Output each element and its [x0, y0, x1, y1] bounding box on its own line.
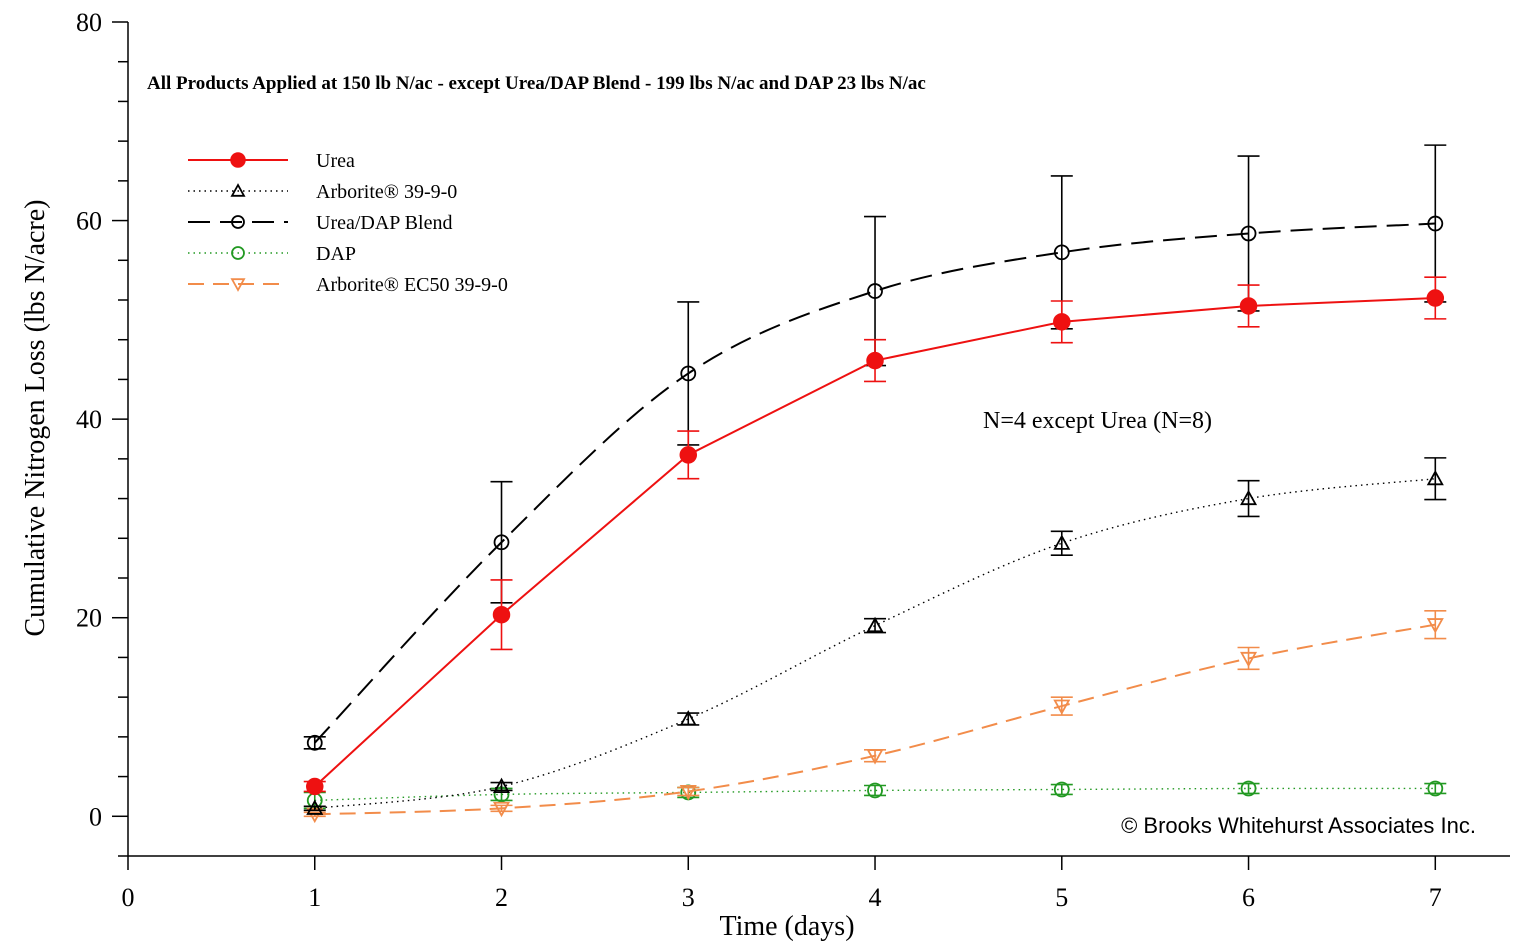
series-4 [303, 609, 1447, 824]
x-tick-label: 5 [1055, 883, 1068, 912]
data-point [679, 784, 697, 801]
data-point [1426, 469, 1444, 486]
legend-marker [231, 246, 245, 260]
data-point [1053, 534, 1071, 550]
x-tick-label: 3 [682, 883, 695, 912]
data-point [1427, 780, 1444, 797]
legend-label: DAP [316, 243, 356, 265]
data-point [867, 782, 883, 799]
x-tick-label: 1 [308, 883, 321, 912]
data-point [492, 801, 511, 818]
data-point [1053, 781, 1070, 798]
data-point [493, 534, 510, 551]
legend-label: Urea [316, 150, 355, 172]
series-layer [303, 144, 1447, 824]
series-3 [303, 780, 1447, 810]
data-point [679, 446, 698, 464]
data-point [1053, 313, 1071, 331]
sample-size-note: N=4 except Urea (N=8) [983, 408, 1212, 434]
legend-marker [230, 183, 246, 197]
legend: Urea Arborite® 39-9-0 Urea/DAP Blend DAP Arb… [188, 150, 508, 296]
legend-marker [231, 215, 245, 229]
y-tick-label: 20 [76, 604, 102, 633]
data-point [679, 710, 697, 726]
y-tick-label: 40 [76, 405, 102, 434]
y-tick-label: 60 [76, 207, 102, 236]
data-point [1426, 289, 1445, 307]
y-axis-title: Cumulative Nitrogen Loss (lbs N/acre) [20, 199, 51, 636]
y-tick-label: 80 [76, 8, 102, 37]
data-point [866, 616, 884, 633]
y-tick-label: 0 [89, 802, 102, 831]
data-point [1240, 225, 1257, 242]
data-point [1239, 297, 1258, 315]
legend-label: Arborite® EC50 39-9-0 [316, 274, 508, 296]
x-tick-label: 2 [495, 883, 508, 912]
data-point [1240, 651, 1258, 668]
data-point [866, 749, 884, 765]
copyright-note: © Brooks Whitehurst Associates Inc. [1121, 813, 1476, 838]
series-1 [303, 457, 1447, 815]
data-point [306, 734, 323, 751]
x-tick-label: 0 [122, 883, 135, 912]
x-tick-label: 6 [1242, 883, 1255, 912]
data-point [867, 283, 883, 299]
legend-label: Arborite® 39-9-0 [316, 181, 457, 203]
data-point [492, 777, 511, 793]
data-point [1240, 780, 1257, 797]
chart-subtitle: All Products Applied at 150 lb N/ac - ex… [147, 73, 926, 94]
data-point [1427, 215, 1444, 232]
data-point [492, 605, 511, 624]
data-point [306, 777, 324, 796]
x-axis-title: Time (days) [719, 911, 854, 942]
data-point [1053, 699, 1071, 715]
legend-label: Urea/DAP Blend [316, 212, 452, 234]
legend-marker [230, 152, 246, 168]
legend-marker [230, 278, 246, 292]
axes: 0 20 40 60 80 0 1 2 3 4 5 6 7 [76, 8, 1510, 912]
series-0 [303, 276, 1447, 796]
data-point [1240, 489, 1258, 506]
series-2 [303, 144, 1447, 751]
x-tick-label: 7 [1429, 883, 1442, 912]
data-point [680, 365, 697, 382]
x-tick-label: 4 [869, 883, 882, 912]
data-point [1426, 618, 1444, 634]
data-point [866, 351, 884, 370]
data-point [306, 799, 324, 815]
data-point [1053, 244, 1070, 261]
